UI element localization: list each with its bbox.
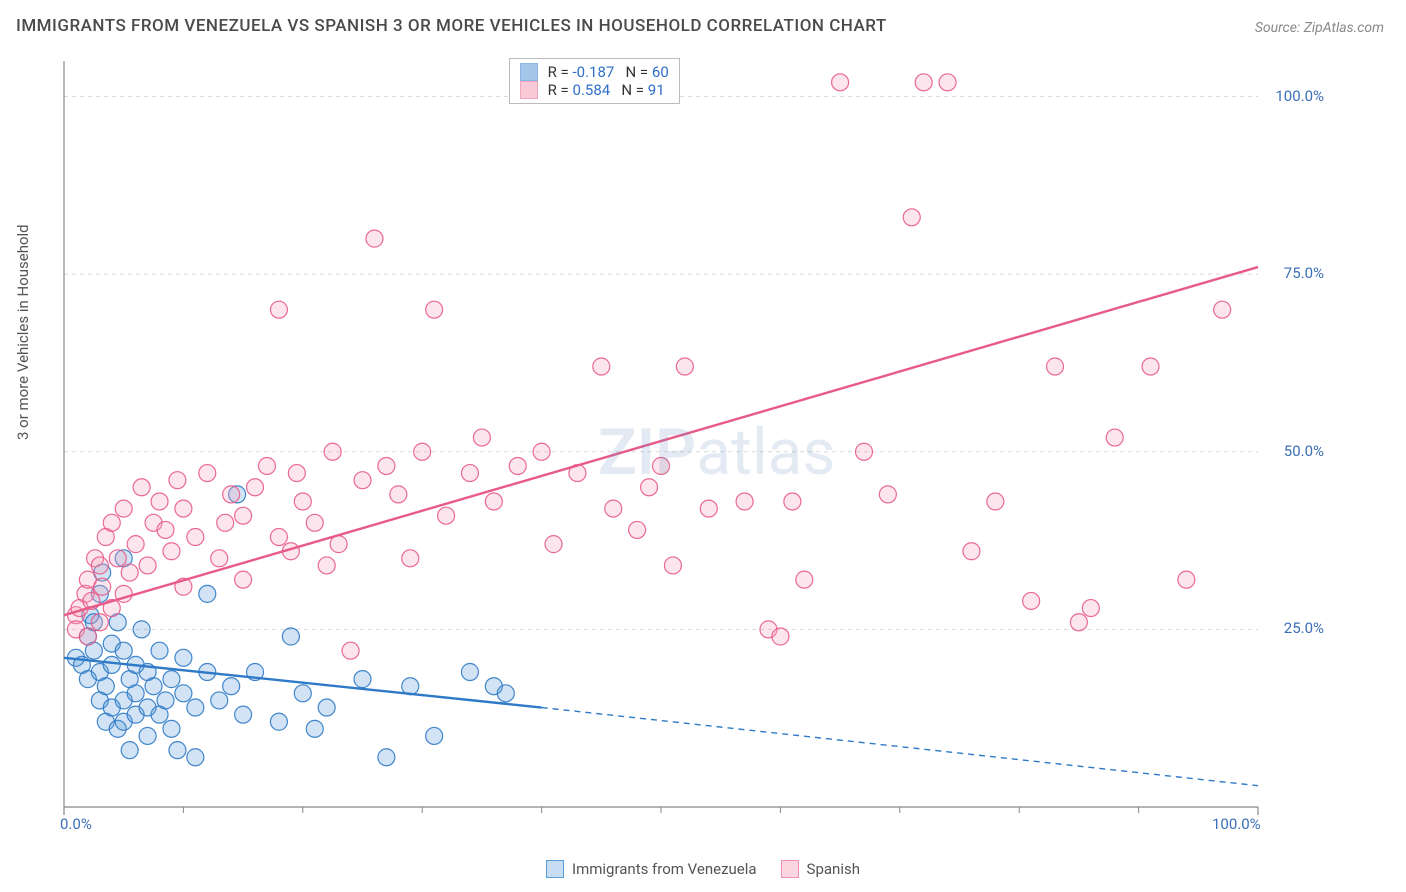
y-tick-label: 50.0% [1284,442,1324,460]
y-tick-label: 25.0% [1284,619,1324,637]
legend-label: Spanish [807,860,860,878]
legend-swatch [520,81,538,99]
legend-item: Spanish [781,860,860,878]
y-axis-label: 3 or more Vehicles in Household [14,224,32,440]
legend-swatch [546,860,564,878]
series-legend: Immigrants from Venezuela Spanish [0,860,1406,882]
x-tick-label: 0.0% [60,815,92,833]
x-tick-label: 100.0% [1212,815,1261,833]
correlation-legend-row: R = -0.187 N = 60 [520,63,669,81]
legend-swatch [520,63,538,81]
chart-svg [58,55,1328,835]
correlation-legend: R = -0.187 N = 60 R = 0.584 N = 91 [509,58,680,104]
correlation-legend-row: R = 0.584 N = 91 [520,81,669,99]
legend-item: Immigrants from Venezuela [546,860,757,878]
y-tick-label: 75.0% [1284,264,1324,282]
legend-label: Immigrants from Venezuela [572,860,757,878]
chart-title: IMMIGRANTS FROM VENEZUELA VS SPANISH 3 O… [16,16,887,36]
legend-swatch [781,860,799,878]
y-tick-label: 100.0% [1275,87,1324,105]
scatter-chart: ZIPatlas R = -0.187 N = 60 R = 0.584 N =… [58,55,1328,835]
source-attribution: Source: ZipAtlas.com [1255,20,1384,36]
